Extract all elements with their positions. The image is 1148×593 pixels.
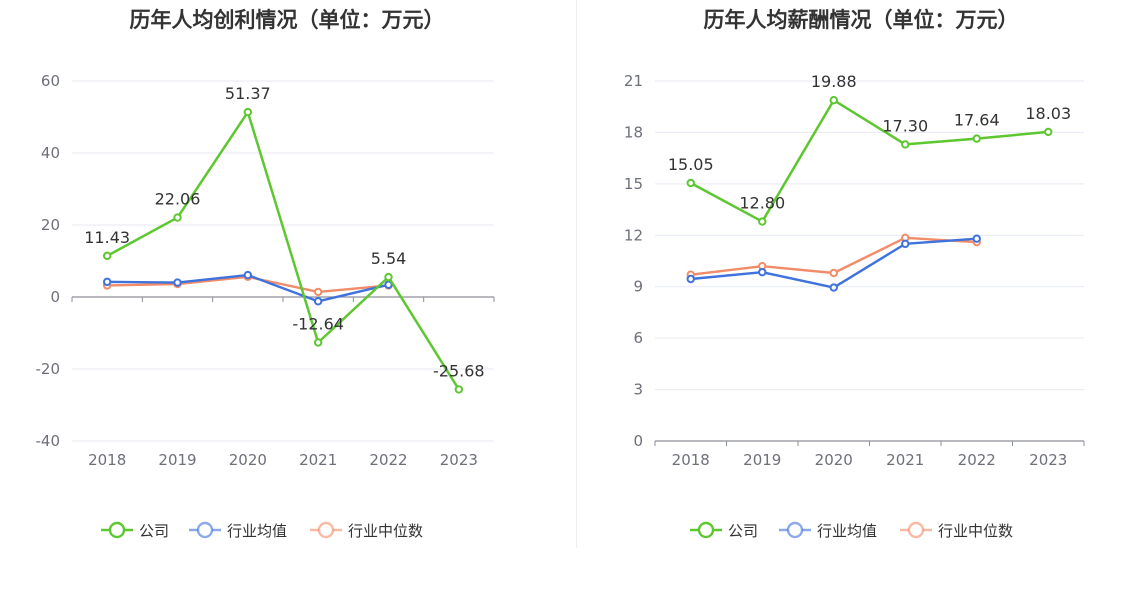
data-point[interactable] <box>384 272 393 282</box>
legend-item[interactable]: 行业中位数 <box>310 521 423 540</box>
x-tick-label: 2023 <box>440 451 478 469</box>
data-point[interactable] <box>173 213 182 222</box>
y-tick-label: 18 <box>624 123 643 141</box>
y-tick-label: 6 <box>633 329 643 347</box>
chart-title: 历年人均薪酬情况（单位：万元） <box>703 8 1019 32</box>
y-tick-label: -40 <box>36 432 61 450</box>
data-label: 18.03 <box>1025 104 1071 123</box>
data-label: 15.05 <box>668 155 714 174</box>
legend-marker <box>697 521 715 539</box>
data-point[interactable] <box>758 217 767 226</box>
data-point[interactable] <box>313 297 323 306</box>
data-label: 5.54 <box>371 249 407 268</box>
y-tick-label: 0 <box>50 288 60 306</box>
y-tick-label: 9 <box>633 278 643 296</box>
legend-marker <box>317 521 335 539</box>
salary-chart-panel: 历年人均薪酬情况（单位：万元） 21 18 15 12 9 6 3 0 2018 2019 2020… <box>574 0 1148 589</box>
legend-marker <box>108 521 126 539</box>
data-label: -25.68 <box>433 361 485 380</box>
legend-label: 行业均值 <box>817 522 877 540</box>
x-tick-label: 2020 <box>815 451 853 469</box>
y-tick-label: 40 <box>41 144 60 162</box>
y-tick-label: 0 <box>633 432 643 450</box>
legend-item[interactable]: 行业均值 <box>779 521 877 540</box>
data-point[interactable] <box>313 338 323 347</box>
profit-chart-svg: 60 40 20 0 -20 -40 2018 2019 2020 2021 2022 2023 11.… <box>36 72 495 540</box>
data-point[interactable] <box>829 283 838 292</box>
data-point[interactable] <box>313 287 323 297</box>
legend-marker <box>786 521 804 539</box>
data-point[interactable] <box>758 267 767 277</box>
legend-label: 行业中位数 <box>348 522 423 540</box>
series-line-0 <box>106 110 460 391</box>
x-tick-label: 2021 <box>299 451 337 469</box>
legend-marker <box>196 521 214 539</box>
data-point[interactable] <box>972 134 981 143</box>
data-label: 17.64 <box>954 111 1000 130</box>
y-tick-label: 60 <box>41 72 60 90</box>
data-point[interactable] <box>243 107 253 117</box>
data-point[interactable] <box>173 278 182 287</box>
data-point[interactable] <box>686 178 695 188</box>
y-tick-label: -20 <box>36 360 61 378</box>
legend-label: 行业中位数 <box>938 522 1013 540</box>
x-tick-label: 2023 <box>1029 451 1067 469</box>
series-line-0 <box>690 98 1049 223</box>
data-point[interactable] <box>102 251 112 261</box>
chart-title: 历年人均创利情况（单位：万元） <box>129 8 445 32</box>
data-label: 19.88 <box>811 72 857 91</box>
x-tick-label: 2018 <box>88 451 126 469</box>
data-point[interactable] <box>901 140 910 149</box>
x-tick-label: 2019 <box>158 451 196 469</box>
data-label: 22.06 <box>155 190 201 209</box>
data-point[interactable] <box>454 385 464 394</box>
x-tick-label: 2018 <box>672 451 710 469</box>
data-point[interactable] <box>384 280 393 289</box>
data-label: 51.37 <box>225 84 271 103</box>
data-point[interactable] <box>686 274 695 284</box>
data-label: 17.30 <box>882 116 928 135</box>
y-tick-label: 15 <box>624 175 643 193</box>
x-tick-label: 2022 <box>369 451 407 469</box>
y-tick-label: 3 <box>633 381 643 399</box>
x-tick-label: 2021 <box>886 451 924 469</box>
legend-item[interactable]: 行业中位数 <box>900 521 1013 540</box>
data-point[interactable] <box>829 268 838 278</box>
legend-item[interactable]: 公司 <box>690 521 758 540</box>
legend-label: 公司 <box>139 522 169 540</box>
profit-chart-panel: 历年人均创利情况（单位：万元） 60 40 20 0 -20 -40 2018 2019 202… <box>0 0 574 589</box>
data-label: 11.43 <box>84 228 130 247</box>
legend-label: 行业均值 <box>227 522 287 540</box>
y-tick-label: 12 <box>624 226 643 244</box>
x-tick-label: 2020 <box>229 451 267 469</box>
x-tick-label: 2022 <box>958 451 996 469</box>
salary-chart-svg: 21 18 15 12 9 6 3 0 2018 2019 2020 2021 2022 2023 15.0… <box>624 72 1085 540</box>
x-tick-label: 2019 <box>743 451 781 469</box>
legend-marker <box>907 521 925 539</box>
data-point[interactable] <box>1044 127 1053 137</box>
data-point[interactable] <box>102 277 112 287</box>
legend-item[interactable]: 公司 <box>101 521 169 540</box>
series-line-1 <box>690 237 977 289</box>
data-label: 12.80 <box>739 194 785 213</box>
y-tick-label: 21 <box>624 72 643 90</box>
legend-label: 公司 <box>728 522 758 540</box>
data-point[interactable] <box>829 96 838 105</box>
y-tick-label: 20 <box>41 216 60 234</box>
data-point[interactable] <box>901 239 910 249</box>
data-point[interactable] <box>972 234 981 243</box>
panel-divider <box>576 0 577 548</box>
data-label: -12.64 <box>292 315 344 334</box>
legend-item[interactable]: 行业均值 <box>189 521 287 540</box>
data-point[interactable] <box>243 270 253 280</box>
